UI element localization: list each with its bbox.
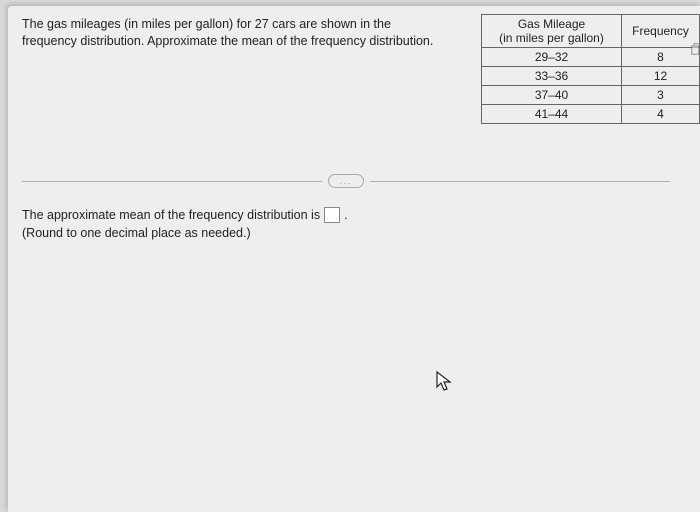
- frequency-table-wrap: Gas Mileage (in miles per gallon) Freque…: [481, 14, 700, 124]
- table-row: 29–32 8: [482, 48, 700, 67]
- table-header-mileage-l1: Gas Mileage: [518, 17, 585, 31]
- freq-cell: 3: [622, 86, 700, 105]
- range-cell: 33–36: [482, 67, 622, 86]
- table-row: 37–40 3: [482, 86, 700, 105]
- cursor-icon: [436, 371, 454, 398]
- section-divider: ...: [22, 174, 670, 188]
- table-header-frequency: Frequency: [622, 15, 700, 48]
- divider-line-left: [22, 181, 322, 182]
- answer-period: .: [344, 206, 347, 224]
- answer-block: The approximate mean of the frequency di…: [22, 206, 348, 242]
- table-row: 41–44 4: [482, 105, 700, 124]
- range-cell: 41–44: [482, 105, 622, 124]
- freq-cell: 8: [622, 48, 700, 67]
- answer-prefix: The approximate mean of the frequency di…: [22, 206, 320, 224]
- answer-input[interactable]: [324, 207, 340, 223]
- frequency-table: Gas Mileage (in miles per gallon) Freque…: [481, 14, 700, 124]
- answer-hint: (Round to one decimal place as needed.): [22, 224, 348, 242]
- table-row: 33–36 12: [482, 67, 700, 86]
- prompt-line2: frequency distribution. Approximate the …: [22, 34, 433, 48]
- copy-icon[interactable]: [690, 42, 700, 56]
- freq-cell: 12: [622, 67, 700, 86]
- table-header-mileage: Gas Mileage (in miles per gallon): [482, 15, 622, 48]
- range-cell: 37–40: [482, 86, 622, 105]
- question-prompt: The gas mileages (in miles per gallon) f…: [22, 16, 472, 50]
- divider-line-right: [370, 181, 670, 182]
- divider-pill[interactable]: ...: [328, 174, 364, 188]
- table-header-mileage-l2: (in miles per gallon): [499, 31, 604, 45]
- range-cell: 29–32: [482, 48, 622, 67]
- prompt-line1: The gas mileages (in miles per gallon) f…: [22, 17, 391, 31]
- freq-cell: 4: [622, 105, 700, 124]
